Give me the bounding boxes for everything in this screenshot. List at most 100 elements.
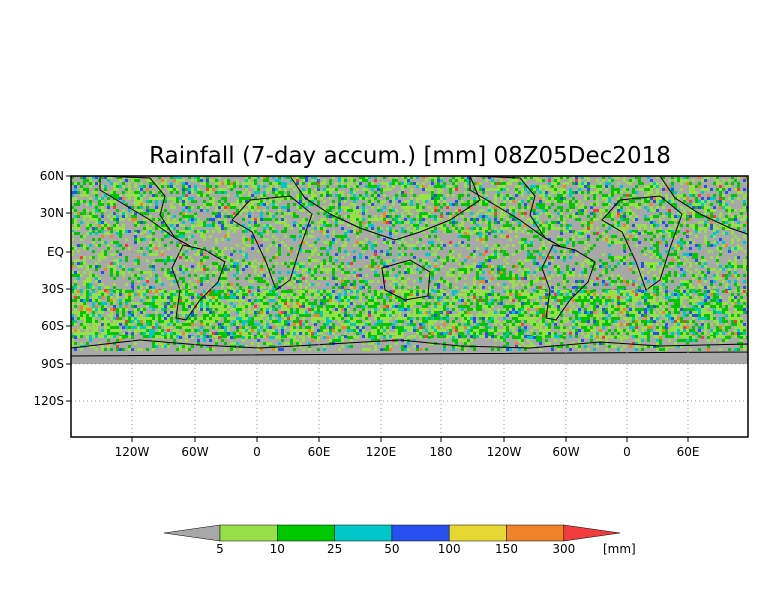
rain-cell <box>170 274 173 277</box>
rain-cell <box>434 268 437 271</box>
rain-cell <box>323 268 326 271</box>
rain-cell <box>677 250 680 253</box>
rain-cell <box>140 271 143 274</box>
rain-cell <box>260 215 263 218</box>
rain-cell <box>611 235 614 238</box>
rain-cell <box>443 280 446 283</box>
rain-cell <box>584 299 587 302</box>
rain-cell <box>377 235 380 238</box>
rain-cell <box>77 296 80 299</box>
rain-cell <box>251 227 254 230</box>
rain-cell <box>731 182 734 185</box>
rain-cell <box>461 230 464 233</box>
rain-cell <box>110 235 113 238</box>
rain-cell <box>602 232 605 235</box>
rain-cell <box>485 302 488 305</box>
rain-cell <box>518 293 521 296</box>
rain-cell <box>134 221 137 224</box>
rain-cell <box>113 241 116 244</box>
rain-cell <box>125 194 128 197</box>
rain-cell <box>272 191 275 194</box>
rain-cell <box>275 191 278 194</box>
rain-cell <box>575 182 578 185</box>
rain-cell <box>167 296 170 299</box>
rain-cell <box>506 286 509 289</box>
rain-cell <box>305 286 308 289</box>
rain-cell <box>722 244 725 247</box>
rain-cell <box>620 286 623 289</box>
rain-cell <box>266 232 269 235</box>
rain-cell <box>302 235 305 238</box>
rain-cell <box>500 206 503 209</box>
rain-cell <box>560 238 563 241</box>
rain-cell <box>686 206 689 209</box>
rain-cell <box>293 274 296 277</box>
rain-cell <box>656 188 659 191</box>
rain-cell <box>419 185 422 188</box>
rain-cell <box>179 244 182 247</box>
rain-cell <box>425 224 428 227</box>
rain-cell <box>725 290 728 293</box>
rain-cell <box>467 265 470 268</box>
rain-cell <box>743 206 746 209</box>
rain-cell <box>674 256 677 259</box>
rain-cell <box>98 238 101 241</box>
rain-cell <box>626 290 629 293</box>
rain-cell <box>218 290 221 293</box>
rain-cell <box>593 232 596 235</box>
rain-cell <box>173 290 176 293</box>
rain-cell <box>269 244 272 247</box>
rain-cell <box>203 247 206 250</box>
rain-cell <box>152 209 155 212</box>
rain-cell <box>263 290 266 293</box>
rain-cell <box>224 224 227 227</box>
rain-cell <box>245 256 248 259</box>
rain-cell <box>323 232 326 235</box>
rain-cell <box>404 253 407 256</box>
rain-cell <box>488 218 491 221</box>
rain-cell <box>653 268 656 271</box>
rain-cell <box>299 296 302 299</box>
rain-cell <box>473 296 476 299</box>
rain-cell <box>239 250 242 253</box>
rain-cell <box>74 290 77 293</box>
rain-cell <box>248 197 251 200</box>
rain-cell <box>644 194 647 197</box>
rain-cell <box>89 176 92 179</box>
rain-cell <box>182 221 185 224</box>
rain-cell <box>650 293 653 296</box>
rain-cell <box>371 188 374 191</box>
rain-cell <box>413 194 416 197</box>
rain-cell <box>701 259 704 262</box>
rain-cell <box>521 191 524 194</box>
rain-cell <box>725 218 728 221</box>
rain-cell <box>248 215 251 218</box>
rain-cell <box>110 265 113 268</box>
rain-cell <box>266 247 269 250</box>
rain-cell <box>233 299 236 302</box>
rain-cell <box>116 290 119 293</box>
rain-cell <box>635 176 638 179</box>
rain-cell <box>482 238 485 241</box>
rain-cell <box>170 203 173 206</box>
rain-cell <box>644 215 647 218</box>
rain-cell <box>509 194 512 197</box>
rain-cell <box>125 259 128 262</box>
rain-cell <box>392 218 395 221</box>
rain-cell <box>86 290 89 293</box>
rain-cell <box>728 265 731 268</box>
rain-cell <box>320 265 323 268</box>
rain-cell <box>689 296 692 299</box>
rain-cell <box>479 265 482 268</box>
rain-cell <box>107 227 110 230</box>
rain-cell <box>263 191 266 194</box>
rain-cell <box>509 238 512 241</box>
rain-cell <box>731 221 734 224</box>
rain-cell <box>518 259 521 262</box>
rain-cell <box>437 179 440 182</box>
rain-cell <box>110 194 113 197</box>
rain-cell <box>149 179 152 182</box>
rain-cell <box>488 209 491 212</box>
rain-cell <box>695 290 698 293</box>
rain-cell <box>566 274 569 277</box>
